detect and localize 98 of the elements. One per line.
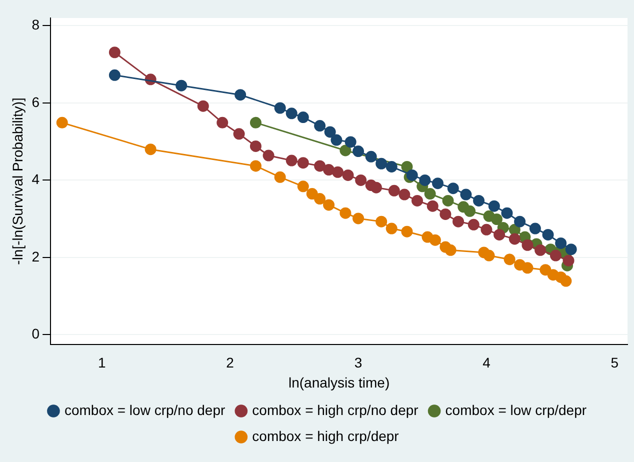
point [250, 116, 262, 128]
point [388, 184, 400, 196]
point [555, 237, 567, 249]
point [323, 199, 335, 211]
legend-label: combox = low crp/no depr [64, 402, 226, 418]
point [332, 166, 344, 178]
point [297, 157, 309, 169]
point [234, 89, 246, 101]
point [440, 208, 452, 220]
point [274, 171, 286, 183]
point [452, 216, 464, 228]
point [460, 188, 472, 200]
point [355, 174, 367, 186]
point [522, 239, 534, 251]
point [522, 262, 534, 274]
y-tick-label: 4 [32, 171, 40, 188]
x-tick-label: 5 [610, 354, 619, 371]
point [426, 200, 438, 212]
point [468, 218, 480, 230]
point [324, 126, 336, 138]
point [406, 169, 418, 181]
point [447, 182, 459, 194]
x-tick-label: 1 [98, 354, 106, 371]
point [529, 222, 541, 234]
point [514, 216, 526, 228]
point [534, 244, 546, 256]
point [386, 222, 398, 234]
point [419, 174, 431, 186]
point [483, 250, 495, 262]
point [429, 234, 441, 246]
point [365, 150, 377, 162]
point [490, 214, 502, 225]
point [352, 212, 364, 224]
point [424, 188, 436, 200]
point [376, 216, 388, 228]
point [401, 160, 413, 172]
y-tick-label: 6 [32, 94, 40, 110]
y-tick-label: 0 [32, 326, 40, 342]
point [504, 254, 516, 266]
point [501, 207, 513, 219]
point [340, 144, 352, 156]
x-tick-label: 3 [354, 354, 362, 371]
point [286, 154, 298, 166]
point [494, 228, 506, 240]
point [262, 150, 274, 162]
point [340, 207, 352, 219]
point [286, 108, 298, 120]
point [542, 228, 554, 240]
point [274, 102, 286, 114]
point [144, 144, 156, 156]
point [344, 136, 356, 148]
point [323, 164, 335, 176]
point [401, 226, 413, 238]
point [508, 233, 520, 245]
point [233, 128, 245, 140]
point [480, 224, 492, 236]
point [352, 146, 364, 158]
point [560, 275, 572, 287]
x-tick-label: 4 [482, 354, 491, 371]
point [386, 160, 398, 172]
x-axis-title: ln(analysis time) [288, 374, 390, 390]
point [197, 100, 209, 112]
point [442, 194, 454, 206]
legend-label: combox = high crp/no depr [252, 402, 419, 418]
legend-label: combox = low crp/depr [445, 402, 587, 418]
point [398, 188, 410, 200]
point [473, 194, 485, 206]
point [432, 178, 444, 190]
point [540, 264, 552, 276]
point [56, 116, 68, 128]
point [488, 200, 500, 212]
point [314, 120, 326, 132]
point [342, 169, 354, 181]
point [250, 140, 262, 152]
point [306, 188, 318, 200]
point [550, 250, 562, 262]
point [314, 193, 326, 205]
legend-label: combox = high crp/depr [252, 428, 400, 444]
y-axis-title: -ln[-ln(Survival Probability)] [9, 98, 26, 265]
point [464, 205, 476, 217]
point [565, 244, 577, 256]
point [250, 160, 262, 172]
y-tick-label: 2 [32, 248, 40, 264]
point [176, 80, 188, 92]
y-tick-label: 8 [32, 16, 40, 33]
x-tick-label: 2 [226, 354, 234, 371]
point [297, 180, 309, 192]
point [108, 69, 120, 81]
point [444, 244, 456, 256]
point [370, 182, 382, 194]
point [314, 160, 326, 172]
point [216, 116, 228, 128]
point [108, 46, 120, 58]
point [376, 158, 388, 170]
point [411, 194, 423, 206]
point [562, 254, 574, 266]
point [330, 134, 342, 146]
point [297, 112, 309, 124]
